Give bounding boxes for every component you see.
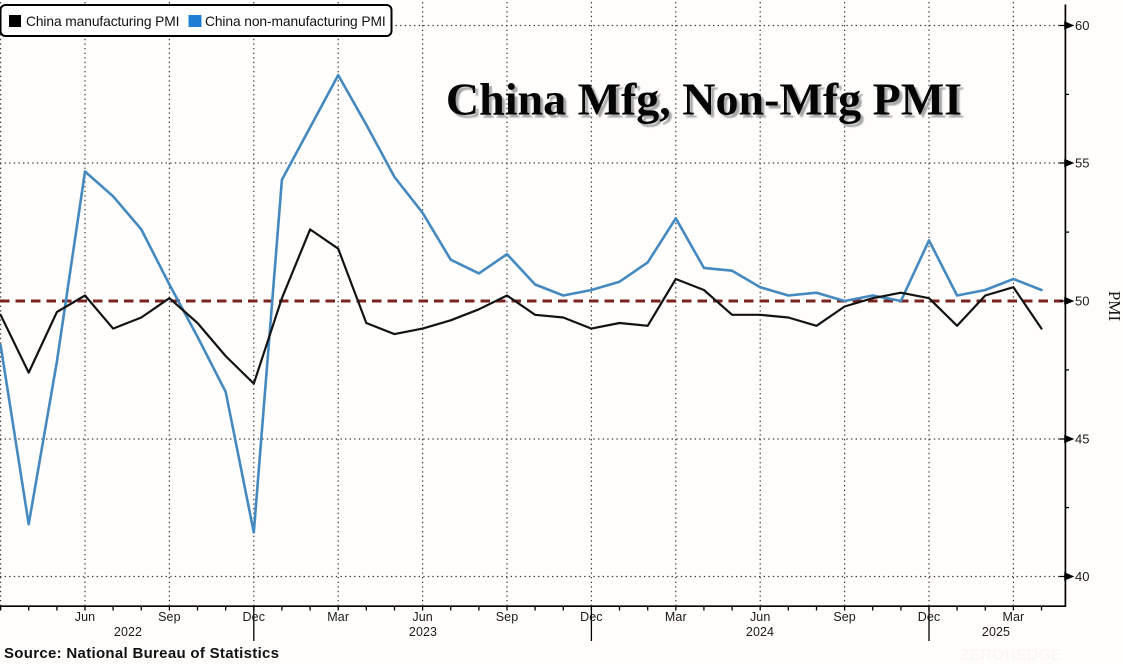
svg-text:Source: National Bureau of Sta: Source: National Bureau of Statistics bbox=[4, 645, 279, 662]
svg-text:China non-manufacturing PMI: China non-manufacturing PMI bbox=[205, 14, 386, 29]
svg-text:2022: 2022 bbox=[114, 625, 142, 639]
svg-text:Sep: Sep bbox=[496, 610, 519, 624]
svg-text:40: 40 bbox=[1075, 569, 1089, 584]
svg-text:Dec: Dec bbox=[580, 610, 603, 624]
svg-text:Dec: Dec bbox=[918, 610, 941, 624]
svg-text:55: 55 bbox=[1075, 156, 1089, 171]
svg-text:Mar: Mar bbox=[327, 610, 349, 624]
svg-text:50: 50 bbox=[1075, 294, 1089, 309]
svg-text:China manufacturing PMI: China manufacturing PMI bbox=[26, 14, 179, 29]
svg-text:Dec: Dec bbox=[243, 610, 266, 624]
svg-text:60: 60 bbox=[1075, 18, 1089, 33]
svg-text:2023: 2023 bbox=[409, 625, 437, 639]
svg-text:45: 45 bbox=[1075, 432, 1089, 447]
svg-text:Sep: Sep bbox=[158, 610, 181, 624]
svg-text:Mar: Mar bbox=[665, 610, 687, 624]
svg-text:Mar: Mar bbox=[1002, 610, 1024, 624]
svg-text:Jun: Jun bbox=[75, 610, 95, 624]
svg-text:China Mfg, Non-Mfg PMI: China Mfg, Non-Mfg PMI bbox=[449, 77, 965, 128]
svg-text:Jun: Jun bbox=[750, 610, 770, 624]
svg-text:China Mfg, Non-Mfg PMI: China Mfg, Non-Mfg PMI bbox=[446, 74, 962, 125]
svg-text:2025: 2025 bbox=[982, 625, 1010, 639]
svg-text:ZEROHEDGE: ZEROHEDGE bbox=[960, 647, 1062, 664]
svg-text:2024: 2024 bbox=[746, 625, 774, 639]
svg-text:Sep: Sep bbox=[833, 610, 856, 624]
svg-text:Jun: Jun bbox=[412, 610, 432, 624]
svg-text:PMI: PMI bbox=[1105, 291, 1123, 322]
